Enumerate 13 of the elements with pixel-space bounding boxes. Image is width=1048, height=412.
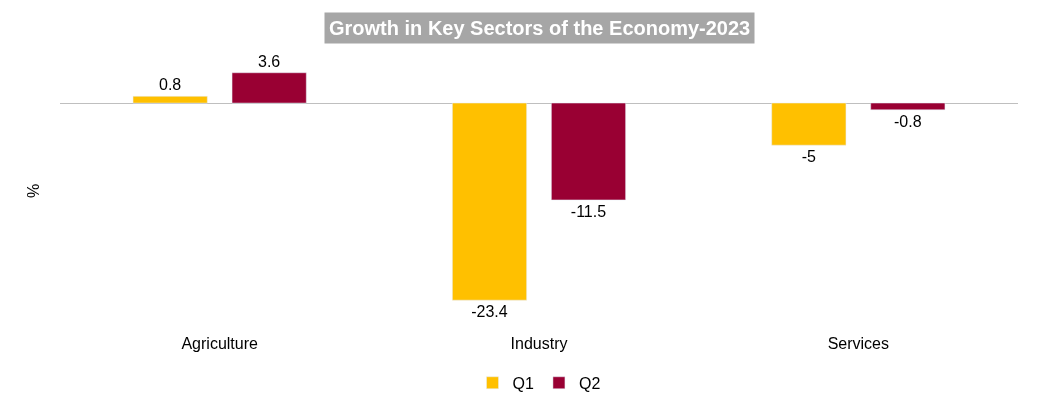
data-label: -23.4 xyxy=(471,303,508,321)
data-label: -5 xyxy=(801,148,816,166)
data-label: 0.8 xyxy=(159,76,182,94)
x-tick-label: Industry xyxy=(510,335,568,352)
x-tick-label: Agriculture xyxy=(181,335,259,352)
y-axis-title: % xyxy=(24,183,42,199)
data-label: -0.8 xyxy=(893,112,922,130)
x-tick-label: Services xyxy=(827,335,890,352)
data-label: 3.6 xyxy=(257,52,281,70)
chart-title: Growth in Key Sectors of the Economy-2023 xyxy=(329,17,751,39)
legend-label: Q2 xyxy=(578,374,601,392)
data-label: -11.5 xyxy=(570,202,607,220)
legend-label: Q1 xyxy=(512,374,534,392)
